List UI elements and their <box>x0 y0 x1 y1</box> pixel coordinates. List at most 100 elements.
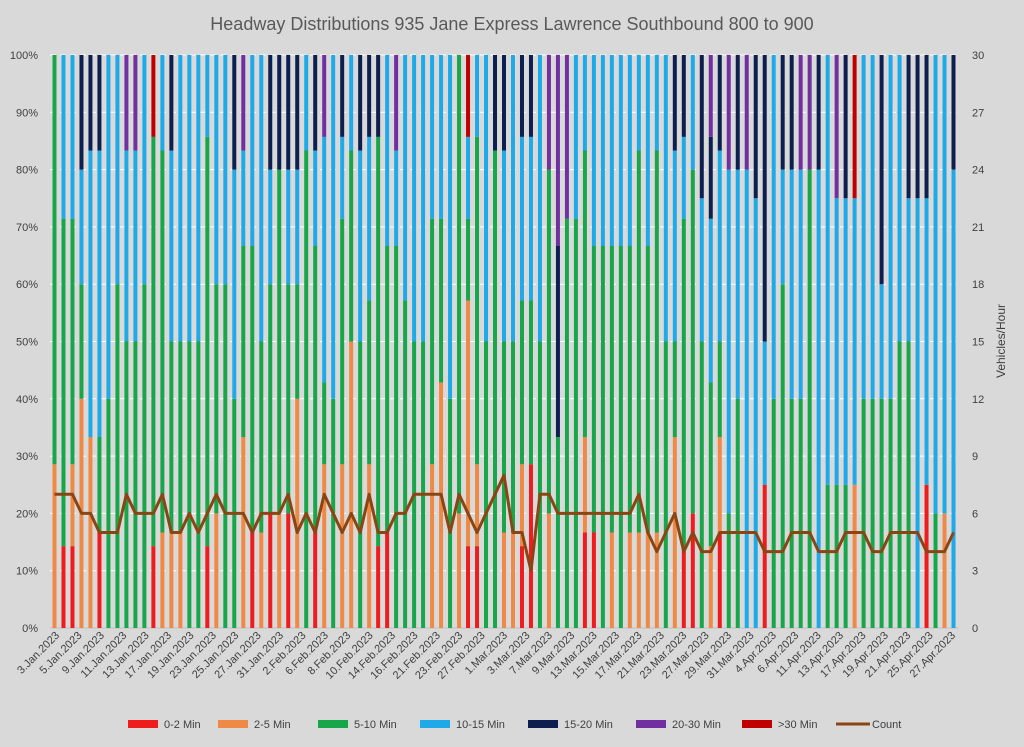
bar-segment <box>915 198 920 628</box>
bar-segment <box>295 55 300 170</box>
bar-segment <box>654 55 659 151</box>
legend: 0-2 Min 2-5 Min 5-10 Min 10-15 Min 15-20 Min… <box>128 719 901 731</box>
bar-segment <box>816 169 821 628</box>
bar-segment <box>349 55 354 151</box>
bar-segment <box>726 513 731 628</box>
legend-swatch <box>420 720 450 728</box>
bar-segment <box>546 169 551 514</box>
bar-segment <box>169 150 174 342</box>
bar-segment <box>115 55 120 285</box>
bar-segment <box>340 136 345 219</box>
bar-segment <box>187 55 192 342</box>
bar-segment <box>205 546 210 628</box>
bar-segment <box>582 55 587 151</box>
bar-segment <box>394 55 399 151</box>
bar-segment <box>672 150 677 342</box>
bar-segment <box>475 546 480 628</box>
bar-segment <box>439 382 444 628</box>
count-polyline <box>54 473 955 573</box>
bar-segment <box>142 284 147 628</box>
bar-segment <box>493 55 498 151</box>
bar-segment <box>97 437 102 533</box>
left-tick-label: 10% <box>16 566 38 578</box>
bar-segment <box>88 55 93 151</box>
bar-segment <box>430 55 435 219</box>
bar-segment <box>699 341 704 628</box>
x-axis-ticks: 3.Jan.20235.Jan.20239.Jan.202311.Jan.202… <box>15 630 958 682</box>
bar-segment <box>160 532 165 628</box>
bar-segment <box>52 464 57 628</box>
bar-segment <box>376 55 381 137</box>
bar-segment <box>636 55 641 151</box>
bar-segment <box>825 484 830 628</box>
bar-segment <box>870 55 875 399</box>
bar-segment <box>205 55 210 137</box>
bar-segment <box>690 169 695 514</box>
right-tick-label: 30 <box>972 50 984 62</box>
legend-swatch <box>128 720 158 728</box>
bar-segment <box>717 55 722 151</box>
bar-segment <box>555 55 560 246</box>
bar-segment <box>798 169 803 399</box>
bar-segment <box>519 55 524 137</box>
bar-segment <box>573 218 578 628</box>
bar-segment <box>924 198 929 485</box>
bar-segment <box>510 55 515 342</box>
bar-segment <box>160 55 165 151</box>
right-axis-ticks: 0 3 6 9 12 15 18 21 24 27 30 <box>972 50 984 635</box>
bar-segment <box>600 246 605 628</box>
bar-segment <box>591 246 596 533</box>
bar-segment <box>717 341 722 437</box>
bar-segment <box>70 464 75 547</box>
bar-segment <box>708 382 713 547</box>
bar-segment <box>466 55 471 137</box>
bar-segment <box>187 341 192 628</box>
bar-segment <box>645 532 650 628</box>
bar-segment <box>385 55 390 246</box>
bar-segment <box>457 513 462 628</box>
bar-segment <box>466 136 471 219</box>
left-axis-ticks: 0% 10% 20% 30% 40% 50% 60% 70% 80% 90% 100% <box>10 50 38 635</box>
bar-segment <box>313 150 318 246</box>
bar-segment <box>852 198 857 485</box>
bar-segment <box>519 464 524 547</box>
legend-label: Count <box>872 719 901 731</box>
bar-segment <box>475 136 480 465</box>
bar-segment <box>304 150 309 628</box>
right-tick-label: 27 <box>972 107 984 119</box>
bar-segment <box>466 546 471 628</box>
bar-segment <box>942 55 947 514</box>
bar-segment <box>789 169 794 399</box>
bar-segment <box>915 55 920 199</box>
bar-segment <box>178 55 183 342</box>
bar-segment <box>933 55 938 514</box>
bar-segment <box>358 341 363 628</box>
bar-segment <box>340 464 345 628</box>
bar-segment <box>340 218 345 465</box>
bar-segment <box>322 464 327 628</box>
bar-segment <box>798 55 803 170</box>
bar-segment <box>510 341 515 533</box>
bar-segment <box>196 341 201 628</box>
bar-segment <box>169 55 174 151</box>
bar-segment <box>250 532 255 628</box>
bar-segment <box>313 532 318 628</box>
bar-segment <box>843 55 848 199</box>
bar-segment <box>160 150 165 533</box>
bar-segment <box>726 55 731 170</box>
legend-label: 15-20 Min <box>564 719 613 731</box>
left-tick-label: 0% <box>22 623 38 635</box>
bar-segment <box>88 150 93 437</box>
bar-segment <box>735 169 740 399</box>
bar-segment <box>708 55 713 137</box>
bar-segment <box>627 246 632 533</box>
bar-segment <box>133 55 138 151</box>
bar-segment <box>61 546 66 628</box>
bar-segment <box>367 464 372 628</box>
right-tick-label: 6 <box>972 508 978 520</box>
bar-segment <box>717 532 722 628</box>
bar-segment <box>690 55 695 170</box>
left-tick-label: 40% <box>16 394 38 406</box>
bar-segment <box>313 246 318 533</box>
bar-segment <box>528 136 533 301</box>
